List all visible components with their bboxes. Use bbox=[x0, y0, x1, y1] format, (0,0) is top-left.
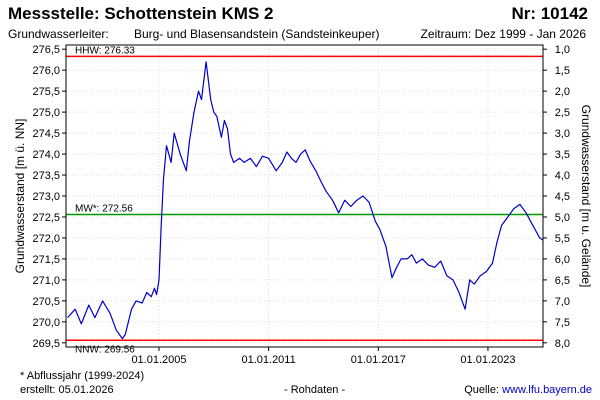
ref-label-nnw: NNW: 269.56 bbox=[75, 344, 135, 355]
y-right-tick-label: 3,5 bbox=[555, 149, 570, 161]
y-right-tick-label: 8,0 bbox=[555, 338, 570, 350]
y-right-tick-label: 1,0 bbox=[555, 44, 570, 56]
y-tick-label: 272,0 bbox=[32, 233, 60, 245]
y-right-tick-label: 4,5 bbox=[555, 191, 570, 203]
period: Zeitraum: Dez 1999 - Jan 2026 bbox=[420, 27, 586, 41]
y-right-tick-label: 4,0 bbox=[555, 170, 570, 182]
aquifer-label: Grundwasserleiter: bbox=[8, 27, 109, 41]
station-number: Nr: 10142 bbox=[511, 4, 588, 23]
y-right-tick-label: 6,5 bbox=[555, 275, 570, 287]
y-tick-label: 270,0 bbox=[32, 317, 60, 329]
y-tick-label: 276,0 bbox=[32, 65, 60, 77]
y-right-tick-label: 1,5 bbox=[555, 65, 570, 77]
y-right-tick-label: 5,5 bbox=[555, 233, 570, 245]
series-line bbox=[67, 61, 544, 340]
y-right-tick-label: 2,0 bbox=[555, 86, 570, 98]
plot-frame bbox=[65, 44, 544, 348]
y-right-tick-label: 2,5 bbox=[555, 107, 570, 119]
y-tick-label: 270,5 bbox=[32, 296, 60, 308]
y-right-tick-label: 7,0 bbox=[555, 296, 570, 308]
y-tick-label: 271,0 bbox=[32, 275, 60, 287]
created-date: erstellt: 05.01.2026 bbox=[20, 384, 114, 396]
x-tick-label: 01.01.2023 bbox=[460, 354, 515, 366]
y-tick-label: 269,5 bbox=[32, 338, 60, 350]
y-tick-label: 271,5 bbox=[32, 254, 60, 266]
ref-label-mw: MW*: 272.56 bbox=[75, 203, 133, 214]
footnote: * Abflussjahr (1999-2024) bbox=[20, 370, 145, 382]
y-tick-label: 273,0 bbox=[32, 191, 60, 203]
x-tick-label: 01.01.2011 bbox=[241, 354, 295, 366]
y-tick-label: 272,5 bbox=[32, 212, 60, 224]
source: Quelle: www.lfu.bayern.de bbox=[464, 384, 592, 396]
ref-label-hhw: HHW: 276.33 bbox=[75, 45, 135, 56]
y-tick-label: 274,5 bbox=[32, 128, 60, 140]
x-tick-label: 01.01.2017 bbox=[351, 354, 406, 366]
y-tick-label: 274,0 bbox=[32, 149, 60, 161]
y-right-tick-label: 3,0 bbox=[555, 128, 570, 140]
source-label: Quelle: bbox=[464, 384, 500, 396]
y-right-tick-label: 7,5 bbox=[555, 317, 570, 329]
chart-title: Messstelle: Schottenstein KMS 2 bbox=[8, 4, 274, 23]
y-tick-label: 275,0 bbox=[32, 107, 60, 119]
aquifer-name: Burg- und Blasensandstein (Sandsteinkeup… bbox=[134, 27, 380, 41]
source-link[interactable]: www.lfu.bayern.de bbox=[502, 384, 592, 396]
y-right-axis-label: Grundwasserstand [m u. Gelände] bbox=[579, 105, 593, 288]
y-tick-label: 273,5 bbox=[32, 170, 60, 182]
x-tick-label: 01.01.2005 bbox=[131, 354, 186, 366]
y-right-tick-label: 5,0 bbox=[555, 212, 570, 224]
y-axis-label: Grundwasserstand [m ü. NN] bbox=[13, 119, 27, 274]
data-type-label: - Rohdaten - bbox=[284, 384, 346, 396]
y-tick-label: 276,5 bbox=[32, 44, 60, 56]
y-right-tick-label: 6,0 bbox=[555, 254, 570, 266]
y-tick-label: 275,5 bbox=[32, 86, 60, 98]
